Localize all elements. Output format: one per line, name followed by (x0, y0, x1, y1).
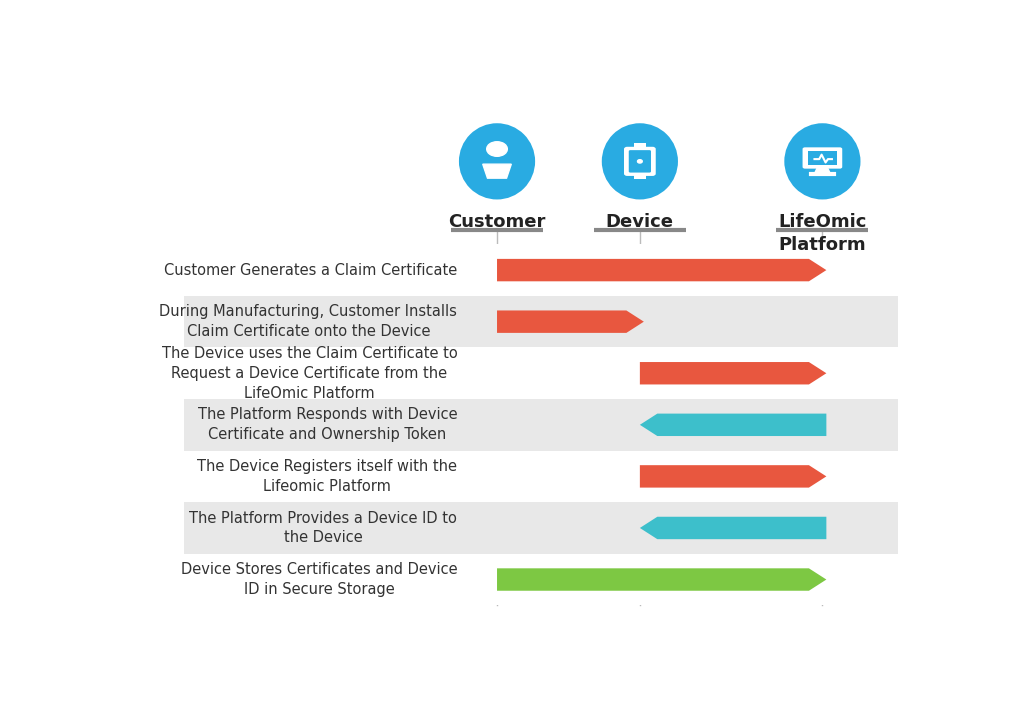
FancyBboxPatch shape (624, 147, 655, 176)
FancyBboxPatch shape (183, 347, 898, 399)
Circle shape (638, 159, 642, 163)
FancyBboxPatch shape (634, 143, 646, 149)
Text: Customer Generates a Claim Certificate: Customer Generates a Claim Certificate (164, 263, 458, 277)
FancyBboxPatch shape (183, 399, 898, 451)
Text: Customer: Customer (449, 213, 546, 232)
Ellipse shape (784, 123, 860, 199)
Polygon shape (482, 164, 511, 178)
Circle shape (486, 142, 507, 157)
FancyBboxPatch shape (183, 451, 898, 502)
Ellipse shape (602, 123, 678, 199)
FancyBboxPatch shape (808, 151, 837, 165)
Text: The Platform Responds with Device
Certificate and Ownership Token: The Platform Responds with Device Certif… (198, 408, 458, 442)
FancyBboxPatch shape (803, 147, 842, 169)
Polygon shape (497, 569, 826, 590)
Text: The Device Registers itself with the
Lifeomic Platform: The Device Registers itself with the Lif… (198, 459, 458, 494)
FancyBboxPatch shape (629, 150, 651, 173)
FancyBboxPatch shape (183, 296, 898, 347)
Text: The Device uses the Claim Certificate to
Request a Device Certificate from the
L: The Device uses the Claim Certificate to… (162, 346, 458, 400)
Ellipse shape (459, 123, 536, 199)
FancyBboxPatch shape (183, 245, 898, 296)
Polygon shape (640, 362, 826, 384)
Text: During Manufacturing, Customer Installs
Claim Certificate onto the Device: During Manufacturing, Customer Installs … (160, 304, 458, 339)
Text: LifeOmic
Platform: LifeOmic Platform (778, 213, 866, 253)
Polygon shape (640, 517, 826, 539)
Polygon shape (497, 310, 644, 333)
Text: Device Stores Certificates and Device
ID in Secure Storage: Device Stores Certificates and Device ID… (180, 562, 458, 597)
Polygon shape (497, 259, 826, 281)
FancyBboxPatch shape (634, 174, 646, 179)
FancyBboxPatch shape (183, 554, 898, 605)
Polygon shape (814, 167, 830, 174)
Text: Device: Device (606, 213, 674, 232)
Text: The Platform Provides a Device ID to
the Device: The Platform Provides a Device ID to the… (189, 510, 458, 545)
Polygon shape (640, 465, 826, 488)
Polygon shape (640, 414, 826, 436)
FancyBboxPatch shape (183, 502, 898, 554)
